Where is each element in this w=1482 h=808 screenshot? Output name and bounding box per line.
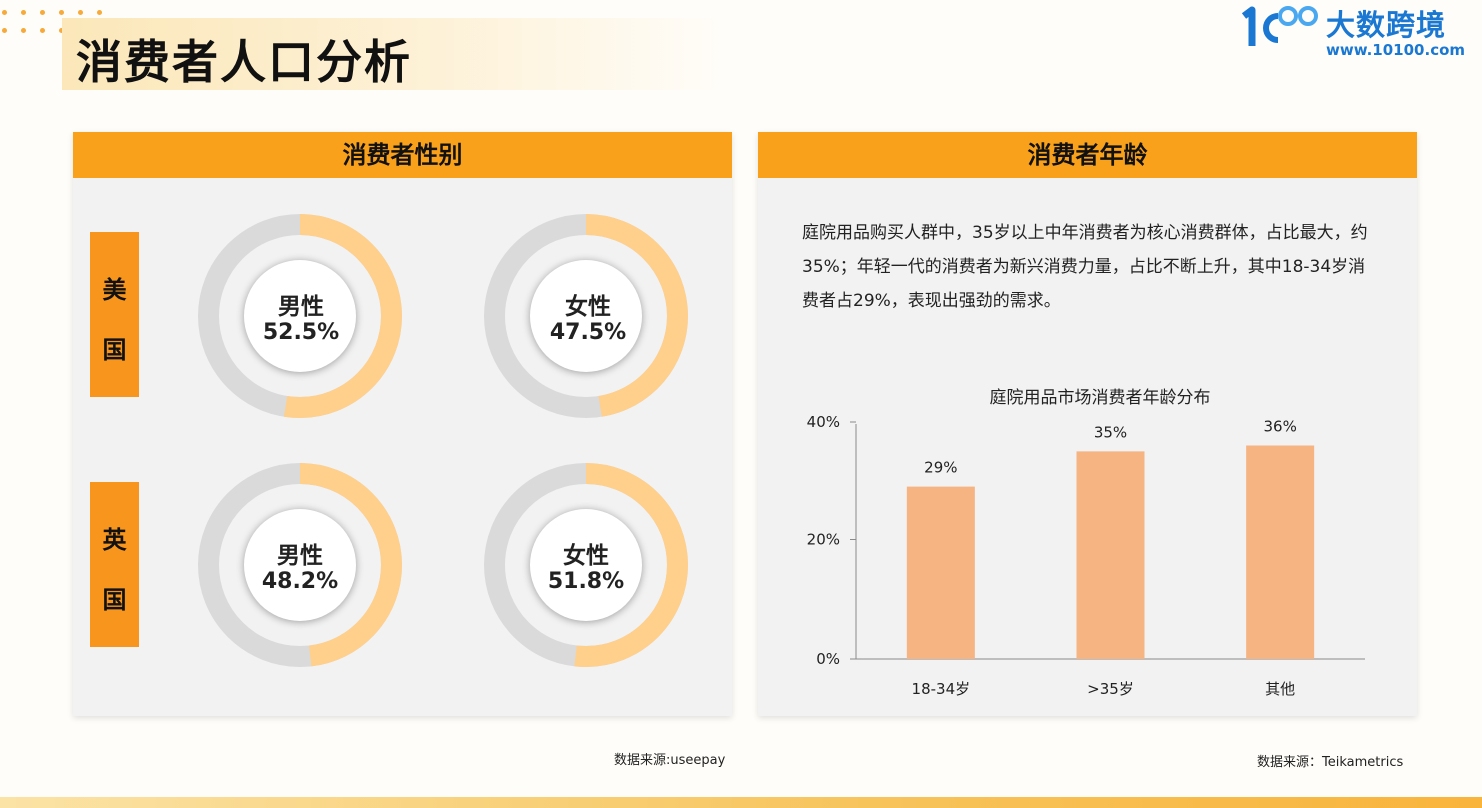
country-char: 国 bbox=[102, 336, 127, 364]
data-label: 29% bbox=[924, 459, 957, 477]
page-title: 消费者人口分析 bbox=[76, 35, 412, 89]
country-tab-uk: 英 国 bbox=[90, 482, 139, 647]
donut-value-arc bbox=[484, 214, 688, 418]
gender-label: 女性 bbox=[565, 294, 611, 320]
gender-panel: 消费者性别 美 国 英 国 男性 52.5% 女性 47.5% 男性 48.2%… bbox=[73, 132, 732, 716]
country-char: 英 bbox=[102, 526, 127, 554]
data-label: 35% bbox=[1094, 423, 1127, 441]
donut-chart bbox=[198, 463, 402, 667]
y-tick-label: 0% bbox=[816, 650, 840, 668]
bar bbox=[1076, 451, 1145, 659]
gender-label: 男性 bbox=[278, 294, 324, 320]
donut-chart bbox=[484, 214, 688, 418]
logo-mark-icon bbox=[1241, 6, 1318, 46]
donut-chart bbox=[198, 214, 402, 418]
donut-value-arc bbox=[198, 463, 402, 667]
brand-url: www.10100.com bbox=[1326, 41, 1466, 59]
y-tick-label: 20% bbox=[807, 531, 840, 549]
country-char: 美 bbox=[102, 276, 127, 304]
y-tick-label: 40% bbox=[807, 413, 840, 431]
x-tick-label: >35岁 bbox=[1087, 680, 1134, 698]
source-note-gender: 数据来源:useepay bbox=[614, 753, 726, 768]
donut-center bbox=[244, 260, 356, 372]
donut-center bbox=[530, 260, 642, 372]
age-panel: 消费者年龄 庭院用品购买人群中，35岁以上中年消费者为核心消费群体，占比最大，约… bbox=[758, 132, 1417, 716]
decorative-dots bbox=[0, 8, 110, 38]
gender-label: 女性 bbox=[563, 543, 609, 569]
donut-chart bbox=[484, 463, 688, 667]
title-band bbox=[62, 18, 722, 90]
donut-label: 女性 47.5% bbox=[538, 294, 638, 346]
data-label: 36% bbox=[1263, 418, 1296, 436]
x-tick-label: 18-34岁 bbox=[912, 680, 971, 698]
brand-name: 大数跨境 bbox=[1326, 8, 1447, 42]
donut-label: 男性 48.2% bbox=[250, 543, 350, 595]
gender-panel-heading: 消费者性别 bbox=[73, 132, 732, 178]
age-panel-heading: 消费者年龄 bbox=[758, 132, 1417, 178]
age-bar-chart: 庭院用品市场消费者年龄分布 0% 20% 40% 29% 18-34岁 35% >35岁 36%… bbox=[807, 388, 1365, 698]
bottom-accent-bar bbox=[0, 797, 1482, 808]
donut-value-arc bbox=[198, 214, 402, 418]
donut-value-arc bbox=[484, 463, 688, 667]
gender-value: 51.8% bbox=[547, 569, 625, 594]
bar bbox=[906, 486, 975, 659]
gender-value: 48.2% bbox=[261, 569, 339, 594]
donut-label: 女性 51.8% bbox=[536, 543, 636, 595]
donut-label: 男性 52.5% bbox=[251, 294, 351, 346]
donut-center bbox=[530, 509, 642, 621]
gender-value: 52.5% bbox=[262, 320, 340, 345]
source-note-age: 数据来源：Teikametrics bbox=[1257, 755, 1404, 770]
country-tab-us: 美 国 bbox=[90, 232, 139, 397]
country-char: 国 bbox=[102, 586, 127, 614]
bar bbox=[1246, 445, 1315, 659]
donut-center bbox=[244, 509, 356, 621]
gender-value: 47.5% bbox=[549, 320, 627, 345]
gender-label: 男性 bbox=[277, 543, 323, 569]
age-description: 庭院用品购买人群中，35岁以上中年消费者为核心消费群体，占比最大，约35%；年轻… bbox=[802, 223, 1368, 311]
chart-title: 庭院用品市场消费者年龄分布 bbox=[990, 388, 1211, 408]
x-tick-label: 其他 bbox=[1265, 680, 1295, 698]
brand-logo: 大数跨境 www.10100.com bbox=[1238, 0, 1478, 64]
